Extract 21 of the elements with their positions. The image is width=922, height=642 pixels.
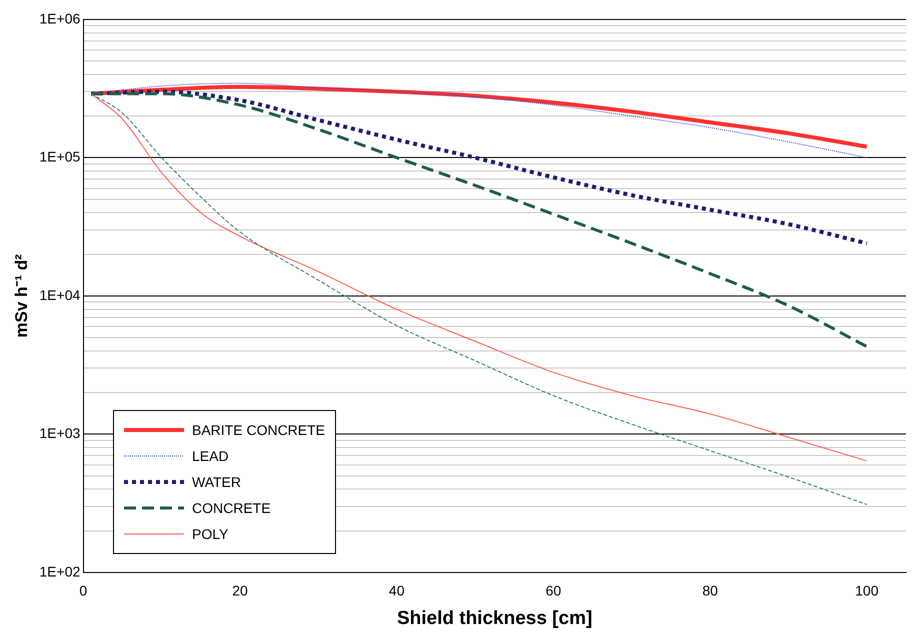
x-tick-label: 80 (702, 582, 718, 599)
x-tick-label: 0 (79, 582, 88, 599)
y-tick-label: 1E+02 (39, 563, 80, 580)
legend-label: LEAD (192, 448, 229, 464)
x-tick-label: 100 (855, 582, 879, 599)
legend-label: POLY (192, 526, 228, 542)
line-series (90, 82, 868, 158)
y-tick-label: 1E+06 (39, 10, 80, 26)
line-series (89, 90, 869, 246)
legend-label: BARITE CONCRETE (192, 422, 326, 438)
y-axis-title: mSv h⁻¹ d² (12, 254, 31, 338)
x-tick-label: 60 (546, 582, 562, 599)
legend-label: CONCRETE (192, 500, 271, 516)
y-tick-label: 1E+04 (39, 286, 80, 303)
y-tick-label: 1E+05 (39, 148, 80, 165)
x-axis-title: Shield thickness [cm] (396, 608, 592, 629)
line-series (90, 92, 868, 348)
x-tick-label: 20 (232, 582, 248, 599)
legend-label: WATER (192, 474, 241, 490)
x-tick-label: 40 (388, 582, 405, 599)
y-tick-label: 1E+03 (39, 425, 80, 442)
